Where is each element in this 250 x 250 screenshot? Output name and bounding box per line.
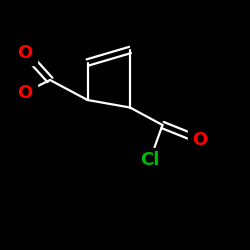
Bar [134, 148, 166, 172]
Bar [13, 80, 37, 104]
Text: O: O [18, 84, 32, 102]
Text: O: O [18, 44, 32, 62]
Text: Cl: Cl [140, 151, 160, 169]
Bar [13, 40, 37, 64]
Bar [188, 128, 212, 152]
Text: O: O [192, 131, 208, 149]
